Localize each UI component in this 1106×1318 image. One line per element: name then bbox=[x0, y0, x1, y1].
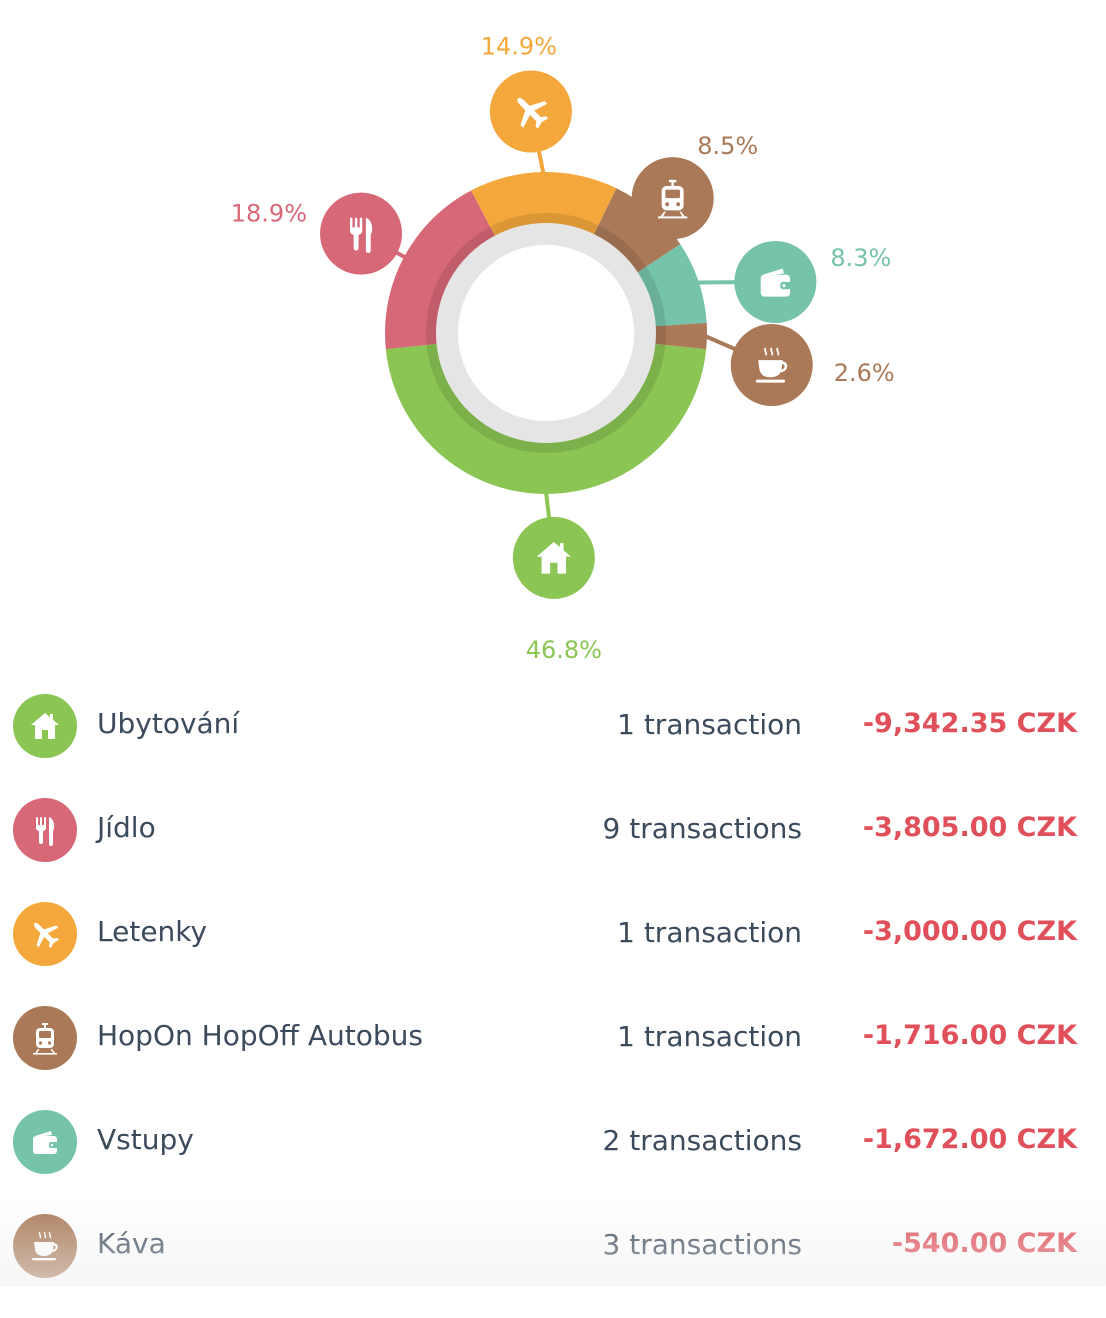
category-icon-badge bbox=[13, 798, 77, 862]
category-icon-badge bbox=[13, 1110, 77, 1174]
chart-bubble-wallet-icon[interactable] bbox=[734, 241, 816, 323]
category-icon-badge bbox=[13, 694, 77, 758]
fork-knife-icon bbox=[27, 812, 63, 848]
expense-donut-chart: 46.8% 18.9% 14.9% 8.5% 8.3% 2.6% bbox=[0, 0, 1106, 660]
transaction-count: 9 transactions bbox=[603, 812, 802, 845]
donut-slice-shade-6 bbox=[634, 325, 666, 345]
chart-bubble-house-icon[interactable] bbox=[513, 517, 595, 599]
category-name: Letenky bbox=[97, 915, 207, 948]
category-icon-badge bbox=[13, 902, 77, 966]
category-amount: -1,672.00 CZK bbox=[863, 1124, 1077, 1155]
category-row[interactable]: Letenky 1 transaction -3,000.00 CZK bbox=[0, 902, 1106, 1006]
category-amount: -3,805.00 CZK bbox=[863, 812, 1077, 843]
donut-hole bbox=[458, 245, 634, 421]
slice-percent-label: 18.9% bbox=[231, 200, 307, 228]
airplane-icon bbox=[27, 916, 63, 952]
category-name: Káva bbox=[97, 1227, 166, 1260]
tram-icon bbox=[27, 1020, 63, 1056]
transaction-count: 1 transaction bbox=[617, 708, 802, 741]
category-name: Ubytování bbox=[97, 707, 239, 740]
slice-percent-label: 8.5% bbox=[697, 132, 758, 160]
category-name: Vstupy bbox=[97, 1123, 194, 1156]
slice-percent-label: 2.6% bbox=[834, 359, 895, 387]
category-row[interactable]: Jídlo 9 transactions -3,805.00 CZK bbox=[0, 798, 1106, 902]
chart-bubble-coffee-cup-icon[interactable] bbox=[731, 324, 813, 406]
transaction-count: 1 transaction bbox=[617, 1020, 802, 1053]
category-row[interactable]: Ubytování 1 transaction -9,342.35 CZK bbox=[0, 694, 1106, 798]
category-amount: -540.00 CZK bbox=[892, 1228, 1077, 1259]
category-amount: -3,000.00 CZK bbox=[863, 916, 1077, 947]
category-row[interactable]: Káva 3 transactions -540.00 CZK bbox=[0, 1214, 1106, 1318]
slice-percent-label: 8.3% bbox=[830, 244, 891, 272]
transaction-count: 2 transactions bbox=[603, 1124, 802, 1157]
house-icon bbox=[27, 708, 63, 744]
slice-percent-label: 14.9% bbox=[481, 33, 557, 61]
slice-percent-label: 46.8% bbox=[526, 636, 602, 660]
chart-bubble-fork-knife-icon[interactable] bbox=[320, 193, 402, 275]
coffee-cup-icon bbox=[27, 1228, 63, 1264]
transaction-count: 1 transaction bbox=[617, 916, 802, 949]
category-icon-badge bbox=[13, 1006, 77, 1070]
category-amount: -9,342.35 CZK bbox=[863, 708, 1077, 739]
category-name: HopOn HopOff Autobus bbox=[97, 1019, 423, 1052]
category-name: Jídlo bbox=[97, 811, 156, 844]
transaction-count: 3 transactions bbox=[603, 1228, 802, 1261]
chart-bubble-tram-icon[interactable] bbox=[632, 157, 714, 239]
category-row[interactable]: Vstupy 2 transactions -1,672.00 CZK bbox=[0, 1110, 1106, 1214]
wallet-icon bbox=[27, 1124, 63, 1160]
chart-bubble-airplane-icon[interactable] bbox=[490, 71, 572, 153]
category-icon-badge bbox=[13, 1214, 77, 1278]
category-amount: -1,716.00 CZK bbox=[863, 1020, 1077, 1051]
category-row[interactable]: HopOn HopOff Autobus 1 transaction -1,716.… bbox=[0, 1006, 1106, 1110]
